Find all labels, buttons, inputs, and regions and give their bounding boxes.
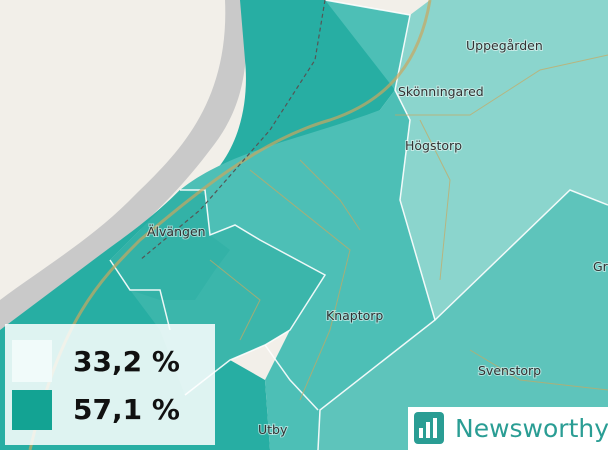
place-label: Knaptorp: [326, 308, 383, 323]
legend-swatch: [12, 390, 52, 430]
roads: [28, 0, 608, 450]
place-label: Svenstorp: [478, 363, 541, 378]
legend-swatch: [12, 340, 52, 382]
place-label: Gr: [593, 259, 608, 274]
railway: [139, 0, 326, 261]
place-label: Skönningared: [398, 84, 484, 99]
legend-label: 57,1 %: [73, 393, 180, 426]
place-label: Högstorp: [405, 138, 462, 153]
logo-icon-bars: [419, 418, 437, 438]
region: [318, 190, 608, 450]
logo-text: Newsworthy: [455, 414, 608, 443]
river: [0, 0, 250, 330]
legend-label: 33,2 %: [73, 345, 180, 378]
place-label: Uppegården: [466, 38, 543, 53]
region: [180, 0, 435, 450]
region: [395, 0, 608, 320]
place-label: Utby: [258, 422, 288, 437]
borders: [109, 0, 608, 450]
place-label: Älvängen: [147, 224, 206, 239]
region: [110, 190, 230, 300]
